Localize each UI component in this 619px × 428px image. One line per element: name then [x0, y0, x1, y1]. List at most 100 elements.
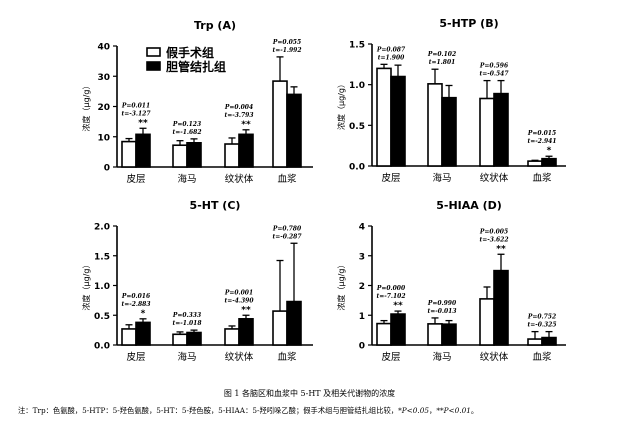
bar-sham: [527, 338, 543, 346]
bar-sham: [376, 67, 392, 167]
bar-sham: [272, 80, 288, 168]
significance-mark: **: [241, 120, 251, 130]
significance-mark: *: [141, 309, 146, 319]
y-tick-label: 4: [359, 223, 365, 233]
bar-bdl: [541, 157, 557, 167]
annotation-t: t=-3.793: [224, 112, 253, 119]
annotation-t: t=-1.682: [172, 129, 201, 136]
annotation-p: P=0.752: [527, 314, 556, 321]
bar-bdl: [186, 331, 202, 346]
bar-sham: [224, 143, 240, 168]
y-axis-label: 浓度（μg/g）: [81, 261, 91, 311]
annotation-p: P=0.990: [427, 300, 457, 307]
x-tick-label: 海马: [432, 351, 451, 363]
legend-swatch: [146, 61, 161, 71]
y-tick-label: 2: [359, 282, 365, 292]
annotation-t: t=-0.287: [272, 233, 302, 240]
note-text: 注：Trp：色氨酸，5-HTP：5-羟色氨酸，5-HT：5-羟色胺，5-HIAA…: [18, 406, 399, 415]
significance-mark: **: [393, 301, 403, 311]
note-end: 。: [470, 406, 479, 415]
annotation-t: t=-0.325: [527, 322, 556, 329]
bar-bdl: [135, 321, 151, 346]
bar-sham: [427, 323, 443, 346]
annotation-t: t=-1.018: [172, 320, 202, 327]
figure-note: 注：Trp：色氨酸，5-HTP：5-羟色氨酸，5-HT：5-羟色胺，5-HIAA…: [18, 406, 618, 416]
chart-panel-3: 5-HT (C) 浓度（μg/g） 0.0 0.5 1.0 1.5 2.0 皮层 *t=-2.8…: [81, 199, 313, 363]
y-tick-label: 10: [97, 133, 110, 143]
bar-sham: [224, 328, 240, 346]
legend-label: 假手术组: [166, 45, 214, 60]
bar-bdl: [286, 300, 302, 346]
annotation-t: t=-0.547: [479, 71, 509, 78]
annotation-t: t=1.801: [429, 59, 456, 66]
bar-sham: [479, 298, 495, 346]
note-sig1: *P<0.05: [398, 406, 430, 415]
bar-bdl: [493, 269, 509, 346]
bar-sham: [172, 144, 188, 168]
annotation-t: t=-0.013: [427, 308, 456, 315]
x-tick-label: 血浆: [277, 173, 297, 185]
figure-panels: Trp (A)浓度（μg/g）010203040皮层**t=-3.127P=0.…: [81, 17, 566, 363]
annotation-t: t=-7.102: [376, 293, 405, 300]
chart-title: Trp (A): [194, 19, 236, 32]
note-sep: ，: [429, 406, 437, 415]
chart-title: 5-HT (C): [190, 199, 241, 212]
y-tick-label: 0.0: [94, 342, 110, 352]
x-tick-label: 血浆: [277, 351, 297, 363]
x-tick-label: 皮层: [126, 351, 145, 363]
y-tick-label: 1.0: [94, 282, 110, 292]
y-tick-label: 2.0: [94, 223, 110, 233]
x-tick-label: 血浆: [532, 172, 552, 184]
y-tick-label: 1.5: [94, 252, 110, 262]
annotation-p: P=0.005: [479, 228, 508, 235]
x-tick-label: 血浆: [532, 351, 552, 363]
y-axis-label: 浓度（μg/g）: [336, 80, 346, 130]
bar-bdl: [390, 75, 406, 167]
bar-bdl: [541, 336, 557, 346]
annotation-p: P=0.123: [172, 121, 201, 128]
annotation-t: t=-3.622: [479, 236, 508, 243]
annotation-p: P=0.055: [272, 39, 301, 46]
significance-mark: *: [547, 146, 552, 156]
legend-swatch: [146, 47, 161, 57]
y-tick-label: 1.0: [349, 81, 365, 91]
x-tick-label: 纹状体: [225, 173, 254, 185]
annotation-t: t=-4.390: [224, 297, 254, 304]
bar-sham: [479, 97, 495, 167]
y-tick-label: 20: [97, 103, 110, 113]
bar-sham: [527, 160, 543, 167]
bar-sham: [172, 333, 188, 346]
note-sig2: **P<0.01: [436, 406, 471, 415]
bar-bdl: [441, 96, 457, 167]
bar-bdl: [238, 318, 254, 346]
y-tick-label: 0: [104, 164, 110, 174]
legend-label: 胆管结扎组: [166, 59, 226, 74]
bar-bdl: [493, 92, 509, 167]
bar-bdl: [286, 93, 302, 168]
chart-panel-2: 5-HTP (B)浓度（μg/g）0.00.51.01.5皮层t=1.900P=…: [336, 17, 566, 184]
y-tick-label: 0.5: [94, 312, 110, 322]
annotation-p: P=0.596: [479, 63, 509, 70]
bar-bdl: [441, 323, 457, 346]
significance-mark: **: [241, 305, 251, 315]
bar-sham: [121, 328, 137, 346]
bar-sham: [376, 322, 392, 346]
figure-caption: 图 1 各脑区和血浆中 5-HT 及相关代谢物的浓度: [223, 389, 396, 398]
chart-panel-1: Trp (A)浓度（μg/g）010203040皮层**t=-3.127P=0.…: [81, 19, 313, 185]
annotation-p: P=0.102: [427, 51, 456, 58]
chart-title: 5-HIAA (D): [436, 199, 502, 212]
annotation-p: P=0.015: [527, 130, 556, 137]
y-tick-label: 0: [359, 342, 365, 352]
y-tick-label: 30: [97, 73, 110, 83]
annotation-t: t=-3.127: [121, 110, 151, 117]
x-tick-label: 纹状体: [480, 172, 509, 184]
bar-sham: [121, 140, 137, 168]
significance-mark: **: [496, 244, 506, 254]
y-axis-label: 浓度（μg/g）: [81, 82, 91, 132]
x-tick-label: 纹状体: [480, 351, 509, 363]
y-tick-label: 40: [97, 43, 110, 53]
annotation-p: P=0.087: [376, 46, 406, 53]
y-tick-label: 1.5: [349, 41, 365, 51]
annotation-p: P=0.001: [224, 289, 253, 296]
y-tick-label: 3: [359, 252, 365, 262]
